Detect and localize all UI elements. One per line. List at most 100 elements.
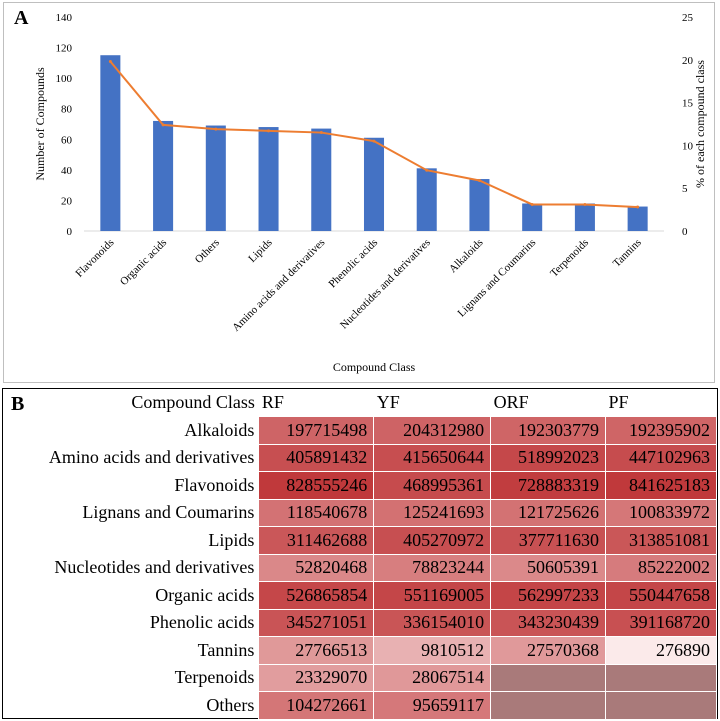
row-label: Others	[206, 694, 255, 715]
percent-point	[530, 202, 534, 206]
heatmap-cell: 841625183	[605, 471, 717, 500]
heatmap-cell: 562997233	[490, 581, 607, 610]
heatmap-cell: 192303779	[490, 416, 607, 445]
row-label: Lipids	[208, 529, 255, 550]
column-header: YF	[376, 392, 400, 412]
heatmap-cell: 336154010	[373, 608, 492, 637]
bar	[627, 206, 648, 231]
table-row: Lignans and Coumarins 118540678 125241693 1…	[3, 498, 717, 527]
table-row: Lipids 311462688 405270972 377711630 3138510…	[3, 526, 717, 555]
percent-point	[267, 129, 271, 133]
heatmap-cell	[490, 691, 607, 720]
y2-tick-label: 10	[682, 140, 694, 152]
heatmap-cell	[490, 663, 607, 692]
category-label: Tannins	[611, 237, 644, 270]
percent-point	[372, 139, 376, 143]
heatmap-cell	[605, 691, 717, 720]
heatmap-cell: 125241693	[373, 498, 492, 527]
y-tick-label: 120	[56, 43, 73, 55]
y-tick-label: 0	[67, 226, 73, 238]
percent-point	[161, 123, 165, 127]
heatmap-cell: 118540678	[258, 498, 375, 527]
y-tick-label: 20	[61, 195, 73, 207]
row-label: Alkaloids	[184, 419, 255, 440]
header-row: Compound Class RF YF ORF PF	[3, 389, 717, 417]
heatmap-cell: 276890	[605, 636, 717, 665]
heatmap-cell: 447102963	[605, 443, 717, 472]
bar	[469, 179, 490, 231]
percent-point	[108, 60, 112, 64]
table-row: Flavonoids 828555246 468995361 728883319 841…	[3, 471, 717, 500]
column-header: RF	[261, 392, 284, 412]
heatmap-cell: 551169005	[373, 581, 492, 610]
panel-b-label: B	[11, 393, 25, 415]
heatmap-cell: 391168720	[605, 608, 717, 637]
heatmap-cell: 23329070	[258, 663, 375, 692]
heatmap-cell: 95659117	[373, 691, 492, 720]
heatmap-cell: 313851081	[605, 526, 717, 555]
y2-tick-label: 20	[682, 55, 694, 67]
percent-point	[214, 127, 218, 131]
table-row: Terpenoids 23329070 28067514	[3, 663, 717, 692]
heatmap-cell: 377711630	[490, 526, 607, 555]
table-row: Amino acids and derivatives 405891432 4156…	[3, 443, 717, 472]
percent-point	[477, 178, 481, 182]
heatmap-cell: 828555246	[258, 471, 375, 500]
heatmap-cell: 78823244	[373, 553, 492, 582]
y-tick-label: 80	[61, 104, 73, 116]
heatmap-cell: 52820468	[258, 553, 375, 582]
heatmap-cell: 197715498	[258, 416, 375, 445]
heatmap-cell: 100833972	[605, 498, 717, 527]
panel-a-label: A	[14, 7, 29, 29]
y-tick-label: 100	[56, 73, 73, 85]
bar	[153, 120, 174, 231]
corner-label: Compound Class	[131, 392, 255, 413]
y-tick-label: 140	[56, 12, 73, 24]
heatmap-table: Compound Class RF YF ORF PF Alkaloids 19771549…	[3, 389, 717, 720]
bar	[363, 137, 385, 231]
bar	[205, 125, 226, 231]
table-row: Phenolic acids 345271051 336154010 34323043…	[3, 608, 717, 637]
row-label: Lignans and Coumarins	[82, 502, 255, 523]
heatmap-cell: 550447658	[605, 581, 717, 610]
y2-tick-label: 0	[682, 226, 688, 238]
bar	[522, 203, 543, 231]
percent-point	[425, 168, 429, 172]
y2-tick-label: 25	[682, 12, 694, 24]
heatmap-cell	[605, 663, 717, 692]
heatmap-cell: 345271051	[258, 608, 375, 637]
category-label: Phenolic acids	[326, 237, 380, 291]
y2-tick-label: 15	[682, 98, 694, 110]
category-label: Alkaloids	[447, 237, 486, 276]
y2-tick-label: 5	[682, 183, 688, 195]
table-row: Alkaloids 197715498 204312980 192303779 1923…	[3, 416, 717, 445]
heatmap-cell: 415650644	[373, 443, 492, 472]
heatmap-cell: 27570368	[490, 636, 607, 665]
bar	[258, 127, 279, 231]
panel-a: A 0 20 40 60 80 100 120 140 0 5 10 15 20 25 Flavonoids…	[3, 2, 715, 383]
heatmap-cell: 192395902	[605, 416, 717, 445]
heatmap-cell: 50605391	[490, 553, 607, 582]
bar	[311, 128, 332, 231]
category-label: Terpenoids	[548, 237, 591, 280]
heatmap-cell: 405270972	[373, 526, 492, 555]
heatmap-cell: 405891432	[258, 443, 375, 472]
y-tick-label: 60	[61, 134, 73, 146]
category-label: Amino acids and derivatives	[230, 237, 327, 334]
row-label: Flavonoids	[174, 474, 255, 495]
percent-point	[583, 202, 587, 206]
row-label: Amino acids and derivatives	[48, 447, 255, 468]
row-label: Phenolic acids	[149, 612, 255, 633]
heatmap-cell: 9810512	[373, 636, 492, 665]
heatmap-cell: 728883319	[490, 471, 607, 500]
row-label: Organic acids	[155, 584, 255, 605]
row-label: Nucleotides and derivatives	[54, 557, 255, 578]
row-label: Terpenoids	[174, 667, 255, 688]
y2-axis-title: % of each compound class	[693, 60, 707, 188]
panel-b: Compound Class RF YF ORF PF Alkaloids 19771549…	[2, 388, 718, 720]
heatmap-cell: 343230439	[490, 608, 607, 637]
heatmap-cell: 121725626	[490, 498, 607, 527]
heatmap-cell: 104272661	[258, 691, 375, 720]
column-header: ORF	[493, 392, 529, 412]
category-label: Nucleotides and derivatives	[338, 237, 433, 332]
